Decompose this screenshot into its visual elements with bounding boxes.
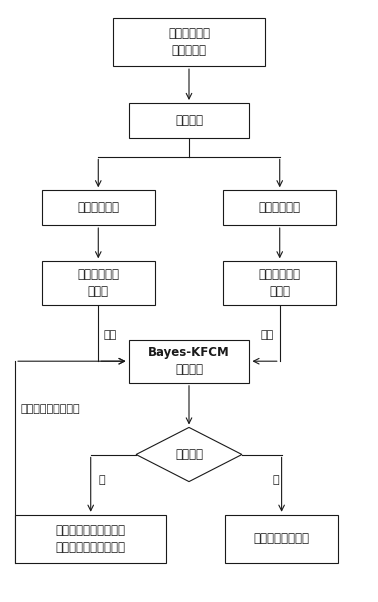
FancyBboxPatch shape: [225, 515, 338, 563]
Text: 加入新故障诊断模型: 加入新故障诊断模型: [21, 405, 81, 414]
FancyBboxPatch shape: [129, 340, 249, 383]
FancyBboxPatch shape: [42, 190, 155, 225]
Text: 定位旧的故障类型: 定位旧的故障类型: [254, 532, 310, 545]
Text: Bayes-KFCM
诊断模型: Bayes-KFCM 诊断模型: [148, 346, 230, 376]
FancyBboxPatch shape: [223, 190, 336, 225]
Text: 新故障？: 新故障？: [175, 448, 203, 461]
Text: 待测电路: 待测电路: [175, 114, 203, 127]
Text: 故障特征提取
和选择: 故障特征提取 和选择: [259, 268, 301, 298]
FancyBboxPatch shape: [129, 103, 249, 138]
Text: 确定新的故障类型，训
练新故障类的诊断模型: 确定新的故障类型，训 练新故障类的诊断模型: [56, 524, 126, 554]
FancyBboxPatch shape: [15, 515, 166, 563]
Text: 采集测试样本: 采集测试样本: [259, 201, 301, 214]
Text: 是: 是: [99, 476, 105, 485]
Text: 否: 否: [273, 476, 279, 485]
FancyBboxPatch shape: [223, 261, 336, 305]
Text: 选择测试频率
和测试节点: 选择测试频率 和测试节点: [168, 27, 210, 57]
Text: 故障特征提取
和选择: 故障特征提取 和选择: [77, 268, 119, 298]
Text: 测试: 测试: [261, 330, 274, 340]
Text: 采集训练样本: 采集训练样本: [77, 201, 119, 214]
Text: 训练: 训练: [104, 330, 117, 340]
FancyBboxPatch shape: [113, 18, 265, 66]
FancyBboxPatch shape: [42, 261, 155, 305]
Polygon shape: [136, 427, 242, 482]
